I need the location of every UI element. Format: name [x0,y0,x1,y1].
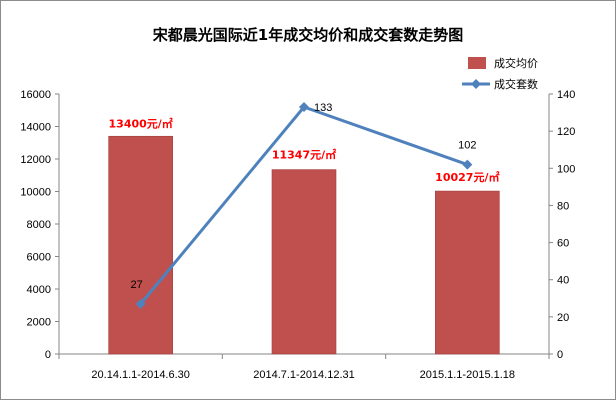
left-tick-label: 4000 [27,284,51,296]
line-series: 27 133 102 [131,102,477,309]
right-tick-label: 0 [557,349,563,361]
bar-data-label: 13400元/㎡ [109,116,173,130]
bar [435,190,500,355]
line-data-label: 133 [314,102,332,114]
left-tick-label: 12000 [20,154,51,166]
line-data-label: 102 [458,140,476,152]
category-label: 20.14.1.1-2014.6.30 [91,369,189,381]
right-tick-label: 80 [557,200,569,212]
left-tick-label: 16000 [20,89,51,101]
line-data-label: 27 [131,279,143,291]
legend-swatch-bar [468,57,486,69]
bar-data-label: 11347元/㎡ [272,148,336,162]
left-tick-label: 6000 [27,252,51,264]
bar [271,169,337,355]
line-point-marker [299,102,309,112]
left-tick-label: 8000 [27,219,51,231]
category-label: 2015.1.1-2015.1.18 [420,369,515,381]
legend-label-bar: 成交均价 [494,56,538,70]
chart-title: 宋都晨光国际近1年成交均价和成交套数走势图 [152,26,463,44]
right-tick-label: 60 [557,238,569,250]
right-tick-label: 120 [557,126,575,138]
line-point-marker [135,298,146,309]
left-tick-label: 2000 [27,317,51,329]
left-tick-label: 10000 [20,187,51,199]
legend-label-line: 成交套数 [494,77,538,91]
bar-data-label: 10027元/㎡ [435,170,499,184]
right-tick-label: 20 [557,312,569,324]
line-point-marker [462,159,473,170]
bar-series: 13400元/㎡ 11347元/㎡ 10027元/㎡ [108,116,500,355]
legend-swatch-marker [471,79,481,89]
bar [108,135,173,355]
left-tick-label: 14000 [20,122,51,134]
left-tick-label: 0 [45,349,51,361]
category-label: 2014.7.1-2014.12.31 [253,369,355,381]
right-tick-label: 100 [557,163,575,175]
axes: 0 2000 4000 6000 8000 10000 12000 14000 16000 0 20… [20,89,575,381]
right-tick-label: 140 [557,89,575,101]
right-tick-label: 40 [557,275,569,287]
